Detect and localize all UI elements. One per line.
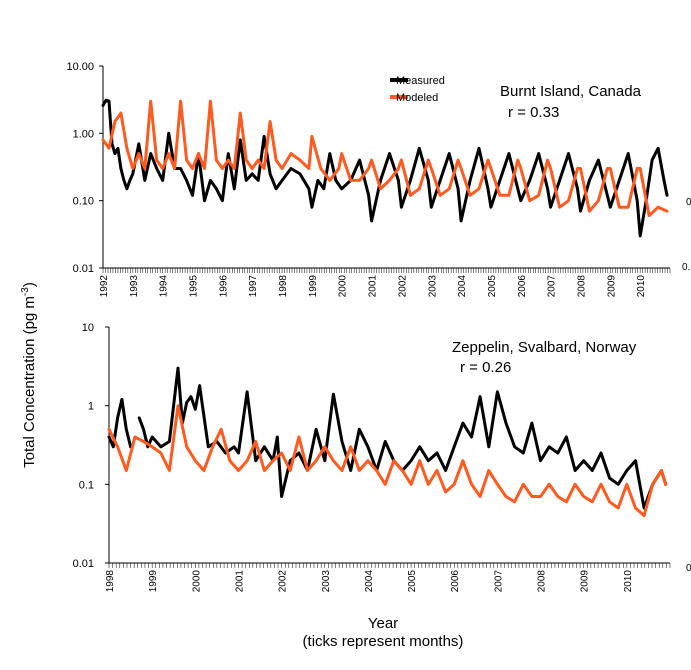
legend-label: Modeled [396,92,438,104]
x-tick-label: 1998 [105,570,116,593]
x-tick-label: 1992 [99,275,110,298]
x-tick-label: 2003 [321,570,332,593]
x-tick-label: 2006 [517,275,528,298]
x-tick-label: 2009 [606,275,617,298]
site-title: Zeppelin, Svalbard, Norway [452,339,637,356]
series-line-modeled [107,404,668,518]
y-tick-label: 10.00 [66,61,94,73]
edge-fragment: 0. [682,262,690,273]
correlation-label: r = 0.26 [460,359,511,376]
legend-label: Measured [396,75,445,87]
x-tick-label: 2002 [397,275,408,298]
x-tick-label: 2004 [364,570,375,593]
x-tick-label: 1995 [189,275,200,298]
x-tick-label: 2004 [457,275,468,298]
chart-panel-1: 10.00 1.00 0.10 0.01 1992 1993 1994 1995 1996 199… [66,61,671,298]
x-tick-label: 2006 [450,570,461,593]
correlation-label: r = 0.33 [508,104,559,121]
x-tick-label: 2000 [338,275,349,298]
x-tick-label: 1993 [129,275,140,298]
y-tick-label: 1 [88,401,94,413]
x-tick-label: 2000 [191,570,202,593]
x-tick-label: 1996 [218,275,229,298]
x-tick-label: 2005 [407,570,418,593]
edge-fragment: 0 [686,563,691,574]
x-tick-label: 2010 [623,570,634,593]
x-tick-label: 2008 [537,570,548,593]
x-tick-label: 2001 [234,570,245,593]
x-axis-subtitle: (ticks represent months) [303,633,464,650]
chart-panel-2: 10 1 0.1 0.01 1998 1999 2000 2001 2002 2003 2004 20… [73,322,671,593]
edge-fragment: 0 [686,197,691,208]
x-tick-label: 1994 [159,275,170,298]
y-tick-label: 0.01 [73,558,94,570]
x-tick-label: 2008 [576,275,587,298]
series-line-modeled [101,99,669,218]
y-tick-label: 0.10 [73,196,94,208]
x-tick-label: 2010 [636,275,647,298]
x-tick-label: 1997 [248,275,259,298]
y-tick-label: 0.01 [73,263,94,275]
y-tick-label: 0.1 [79,479,94,491]
x-tick-label: 1999 [308,275,319,298]
x-tick-label: 2003 [427,275,438,298]
x-tick-label: 2009 [580,570,591,593]
x-tick-label: 2001 [368,275,379,298]
series-line-measured [101,98,669,238]
x-axis-title: Year [368,615,398,632]
x-tick-label: 2007 [493,570,504,593]
y-axis-title: Total Concentration (pg m-3) [20,282,38,468]
series-line-measured [107,366,668,510]
x-tick-label: 1999 [148,570,159,593]
x-tick-label: 2005 [487,275,498,298]
x-tick-label: 2002 [278,570,289,593]
x-tick-label: 2007 [547,275,558,298]
site-title: Burnt Island, Canada [500,83,642,100]
x-tick-label: 1998 [278,275,289,298]
y-tick-label: 1.00 [73,128,94,140]
y-tick-label: 10 [82,322,94,334]
